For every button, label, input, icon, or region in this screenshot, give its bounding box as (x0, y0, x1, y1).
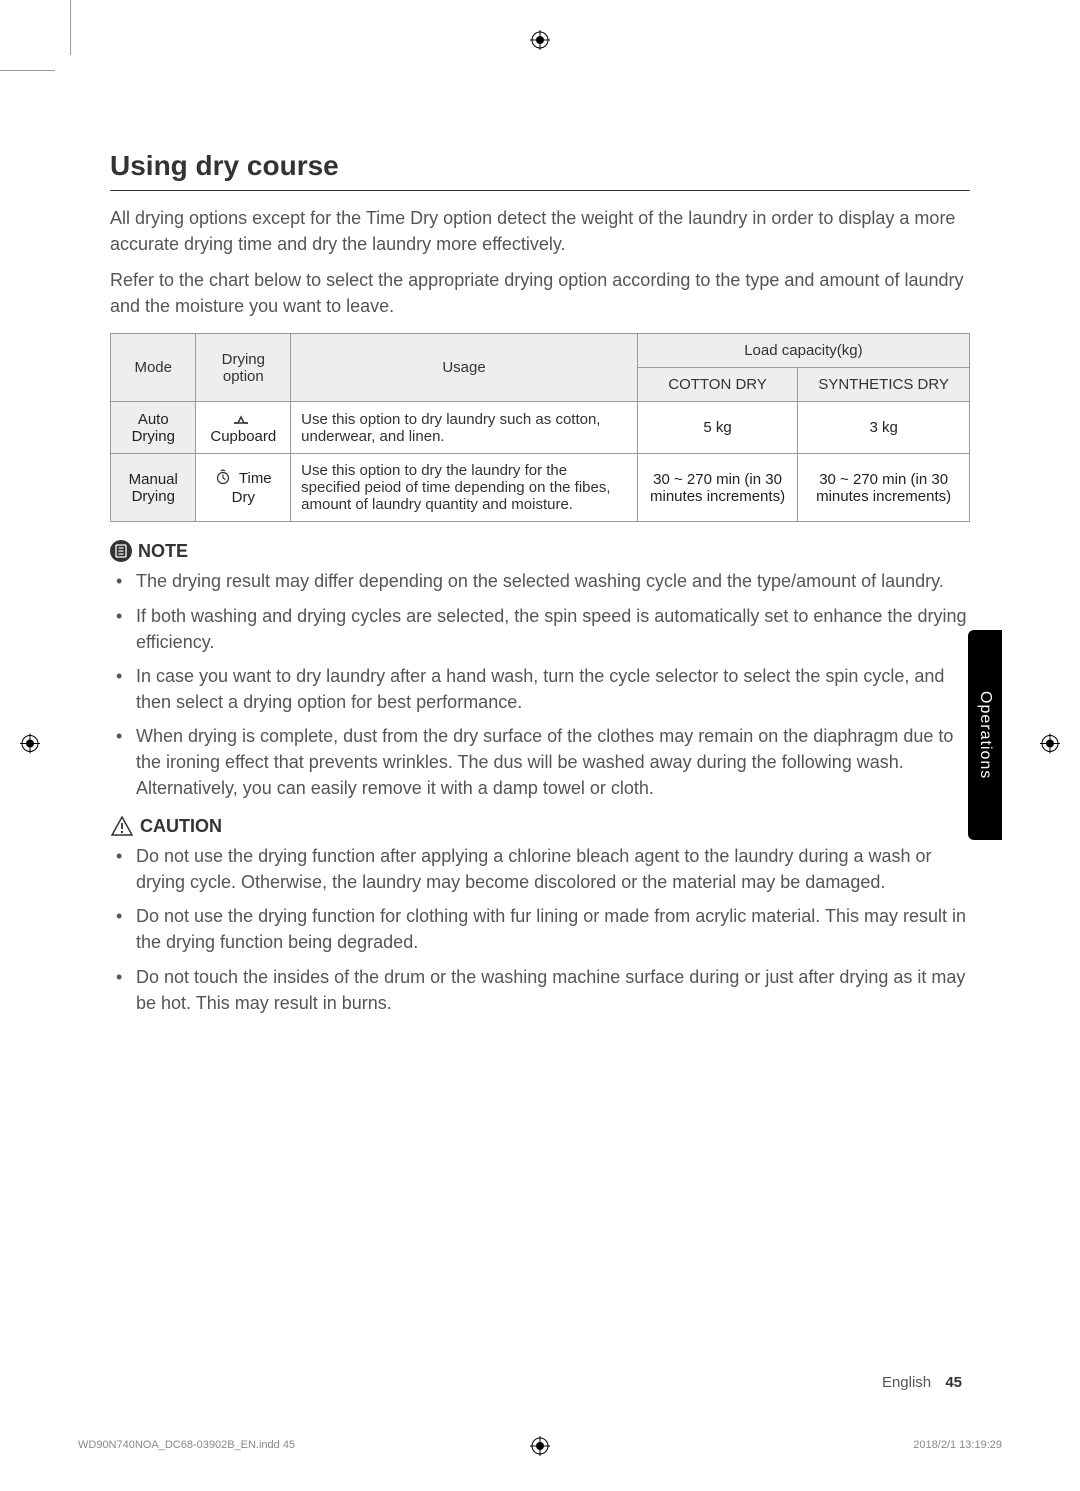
drying-table: Mode Drying option Usage Load capacity(k… (110, 333, 970, 522)
crop-mark-line (0, 70, 55, 71)
mode-cell: Manual Drying (111, 454, 196, 522)
side-tab: Operations (968, 630, 1002, 840)
list-item: Do not touch the insides of the drum or … (110, 964, 970, 1016)
table-header-synthetics: SYNTHETICS DRY (798, 368, 970, 402)
section-title: Using dry course (110, 150, 970, 191)
synthetics-cell: 3 kg (798, 402, 970, 454)
list-item: Do not use the drying function after app… (110, 843, 970, 895)
table-header-usage: Usage (291, 334, 638, 402)
option-label: Time Dry (232, 470, 272, 506)
table-header-load: Load capacity(kg) (637, 334, 969, 368)
table-header-mode: Mode (111, 334, 196, 402)
usage-cell: Use this option to dry the laundry for t… (291, 454, 638, 522)
list-item: If both washing and drying cycles are se… (110, 603, 970, 655)
table-row: Auto Drying Cupboard Use this option to … (111, 402, 970, 454)
caution-list: Do not use the drying function after app… (110, 843, 970, 1016)
page-content: Using dry course All drying options exce… (0, 0, 1080, 1110)
page-footer: English 45 (882, 1374, 962, 1391)
list-item: In case you want to dry laundry after a … (110, 663, 970, 715)
registration-mark-icon (530, 1436, 550, 1461)
cotton-cell: 5 kg (637, 402, 797, 454)
registration-mark-icon (1040, 733, 1060, 758)
intro-paragraph: All drying options except for the Time D… (110, 205, 970, 257)
intro-paragraph: Refer to the chart below to select the a… (110, 267, 970, 319)
table-header-cotton: COTTON DRY (637, 368, 797, 402)
footer-language: English (882, 1374, 931, 1391)
synthetics-cell: 30 ~ 270 min (in 30 minutes increments) (798, 454, 970, 522)
cupboard-icon (233, 410, 249, 428)
caution-header: CAUTION (110, 815, 970, 837)
print-footer-timestamp: 2018/2/1 13:19:29 (913, 1439, 1002, 1451)
note-list: The drying result may differ depending o… (110, 568, 970, 801)
side-tab-label: Operations (976, 691, 994, 779)
caution-label: CAUTION (140, 816, 222, 837)
list-item: The drying result may differ depending o… (110, 568, 970, 594)
table-header-option: Drying option (196, 334, 291, 402)
note-icon (110, 540, 132, 562)
time-dry-icon (215, 469, 231, 489)
print-footer-filename: WD90N740NOA_DC68-03902B_EN.indd 45 (78, 1439, 295, 1451)
list-item: When drying is complete, dust from the d… (110, 723, 970, 801)
option-cell: Cupboard (196, 402, 291, 454)
option-label: Cupboard (210, 428, 276, 445)
footer-page-number: 45 (945, 1374, 962, 1391)
cotton-cell: 30 ~ 270 min (in 30 minutes increments) (637, 454, 797, 522)
note-header: NOTE (110, 540, 970, 562)
option-cell: Time Dry (196, 454, 291, 522)
caution-icon (110, 815, 134, 837)
mode-cell: Auto Drying (111, 402, 196, 454)
usage-cell: Use this option to dry laundry such as c… (291, 402, 638, 454)
note-label: NOTE (138, 541, 188, 562)
list-item: Do not use the drying function for cloth… (110, 903, 970, 955)
table-row: Manual Drying Time Dry Use this option t… (111, 454, 970, 522)
registration-mark-icon (20, 733, 40, 758)
registration-mark-icon (530, 30, 550, 55)
crop-mark-line (70, 0, 71, 55)
